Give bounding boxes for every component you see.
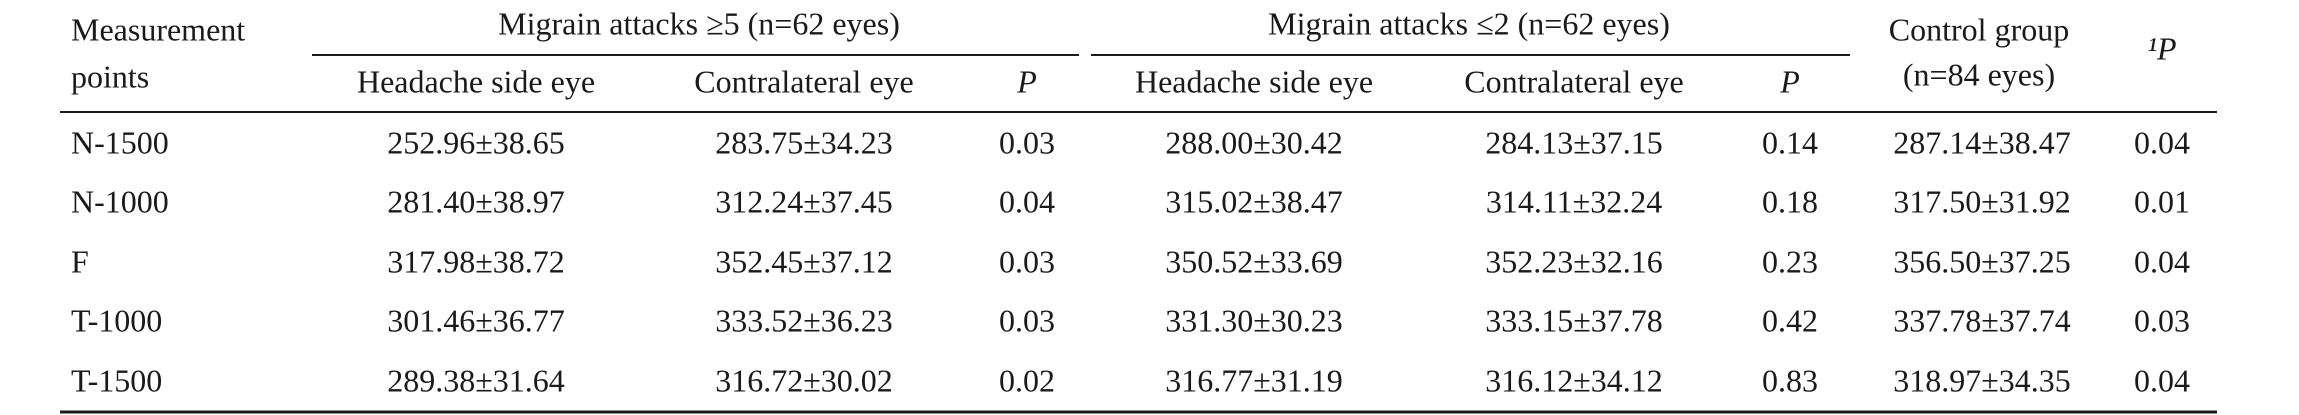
cell: 0.18: [1762, 183, 1818, 219]
cell: 0.03: [2134, 302, 2190, 338]
p-header: ¹P: [2147, 30, 2176, 66]
cell: 0.23: [1762, 243, 1818, 279]
cell: 283.75±34.23: [715, 124, 893, 160]
cell: 289.38±31.64: [387, 362, 565, 398]
cell: 317.50±31.92: [1893, 183, 2071, 219]
cell: 0.04: [2134, 124, 2190, 160]
cell: 318.97±34.35: [1893, 362, 2071, 398]
cell: 0.14: [1762, 124, 1818, 160]
cell: 337.78±37.74: [1893, 302, 2071, 338]
group-header: Migrain attacks ≤2 (n=62 eyes): [1268, 5, 1670, 41]
control-header: (n=84 eyes): [1903, 56, 2055, 92]
cell: 0.02: [999, 362, 1055, 398]
cell: 314.11±32.24: [1486, 183, 1662, 219]
cell: 315.02±38.47: [1165, 183, 1343, 219]
cell: 0.42: [1762, 302, 1818, 338]
sub-header: P: [1779, 63, 1800, 99]
cell: 316.12±34.12: [1485, 362, 1663, 398]
row-label: F: [71, 243, 89, 279]
cell: 316.77±31.19: [1165, 362, 1343, 398]
cell: 0.04: [999, 183, 1055, 219]
sub-header: Headache side eye: [1135, 63, 1373, 99]
control-header: Control group: [1889, 11, 2069, 47]
cell: 0.01: [2134, 183, 2190, 219]
cell: 0.83: [1762, 362, 1818, 398]
cell: 316.72±30.02: [715, 362, 893, 398]
cell: 288.00±30.42: [1165, 124, 1343, 160]
cell: 333.15±37.78: [1485, 302, 1663, 338]
row-label: N-1000: [71, 183, 169, 219]
cell: 352.45±37.12: [715, 243, 893, 279]
cell: 331.30±30.23: [1165, 302, 1343, 338]
cell: 312.24±37.45: [715, 183, 893, 219]
cell: 0.03: [999, 124, 1055, 160]
row-label: T-1000: [71, 302, 162, 338]
sub-header: P: [1016, 63, 1037, 99]
sub-header: Contralateral eye: [1464, 63, 1683, 99]
cell: 350.52±33.69: [1165, 243, 1343, 279]
cell: 287.14±38.47: [1893, 124, 2071, 160]
cell: 333.52±36.23: [715, 302, 893, 338]
cell: 356.50±37.25: [1893, 243, 2071, 279]
group-header: Migrain attacks ≥5 (n=62 eyes): [498, 5, 900, 41]
stub-header: Measurement: [71, 11, 245, 47]
sub-header: Headache side eye: [357, 63, 595, 99]
row-label: T-1500: [71, 362, 162, 398]
stub-header: points: [71, 58, 149, 94]
cell: 252.96±38.65: [387, 124, 565, 160]
row-label: N-1500: [71, 124, 169, 160]
cell: 317.98±38.72: [387, 243, 565, 279]
cell: 281.40±38.97: [387, 183, 565, 219]
cell: 284.13±37.15: [1485, 124, 1663, 160]
cell: 0.04: [2134, 243, 2190, 279]
cell: 0.03: [999, 302, 1055, 338]
cell: 0.04: [2134, 362, 2190, 398]
cell: 352.23±32.16: [1485, 243, 1663, 279]
cell: 301.46±36.77: [387, 302, 565, 338]
sub-header: Contralateral eye: [694, 63, 913, 99]
cell: 0.03: [999, 243, 1055, 279]
